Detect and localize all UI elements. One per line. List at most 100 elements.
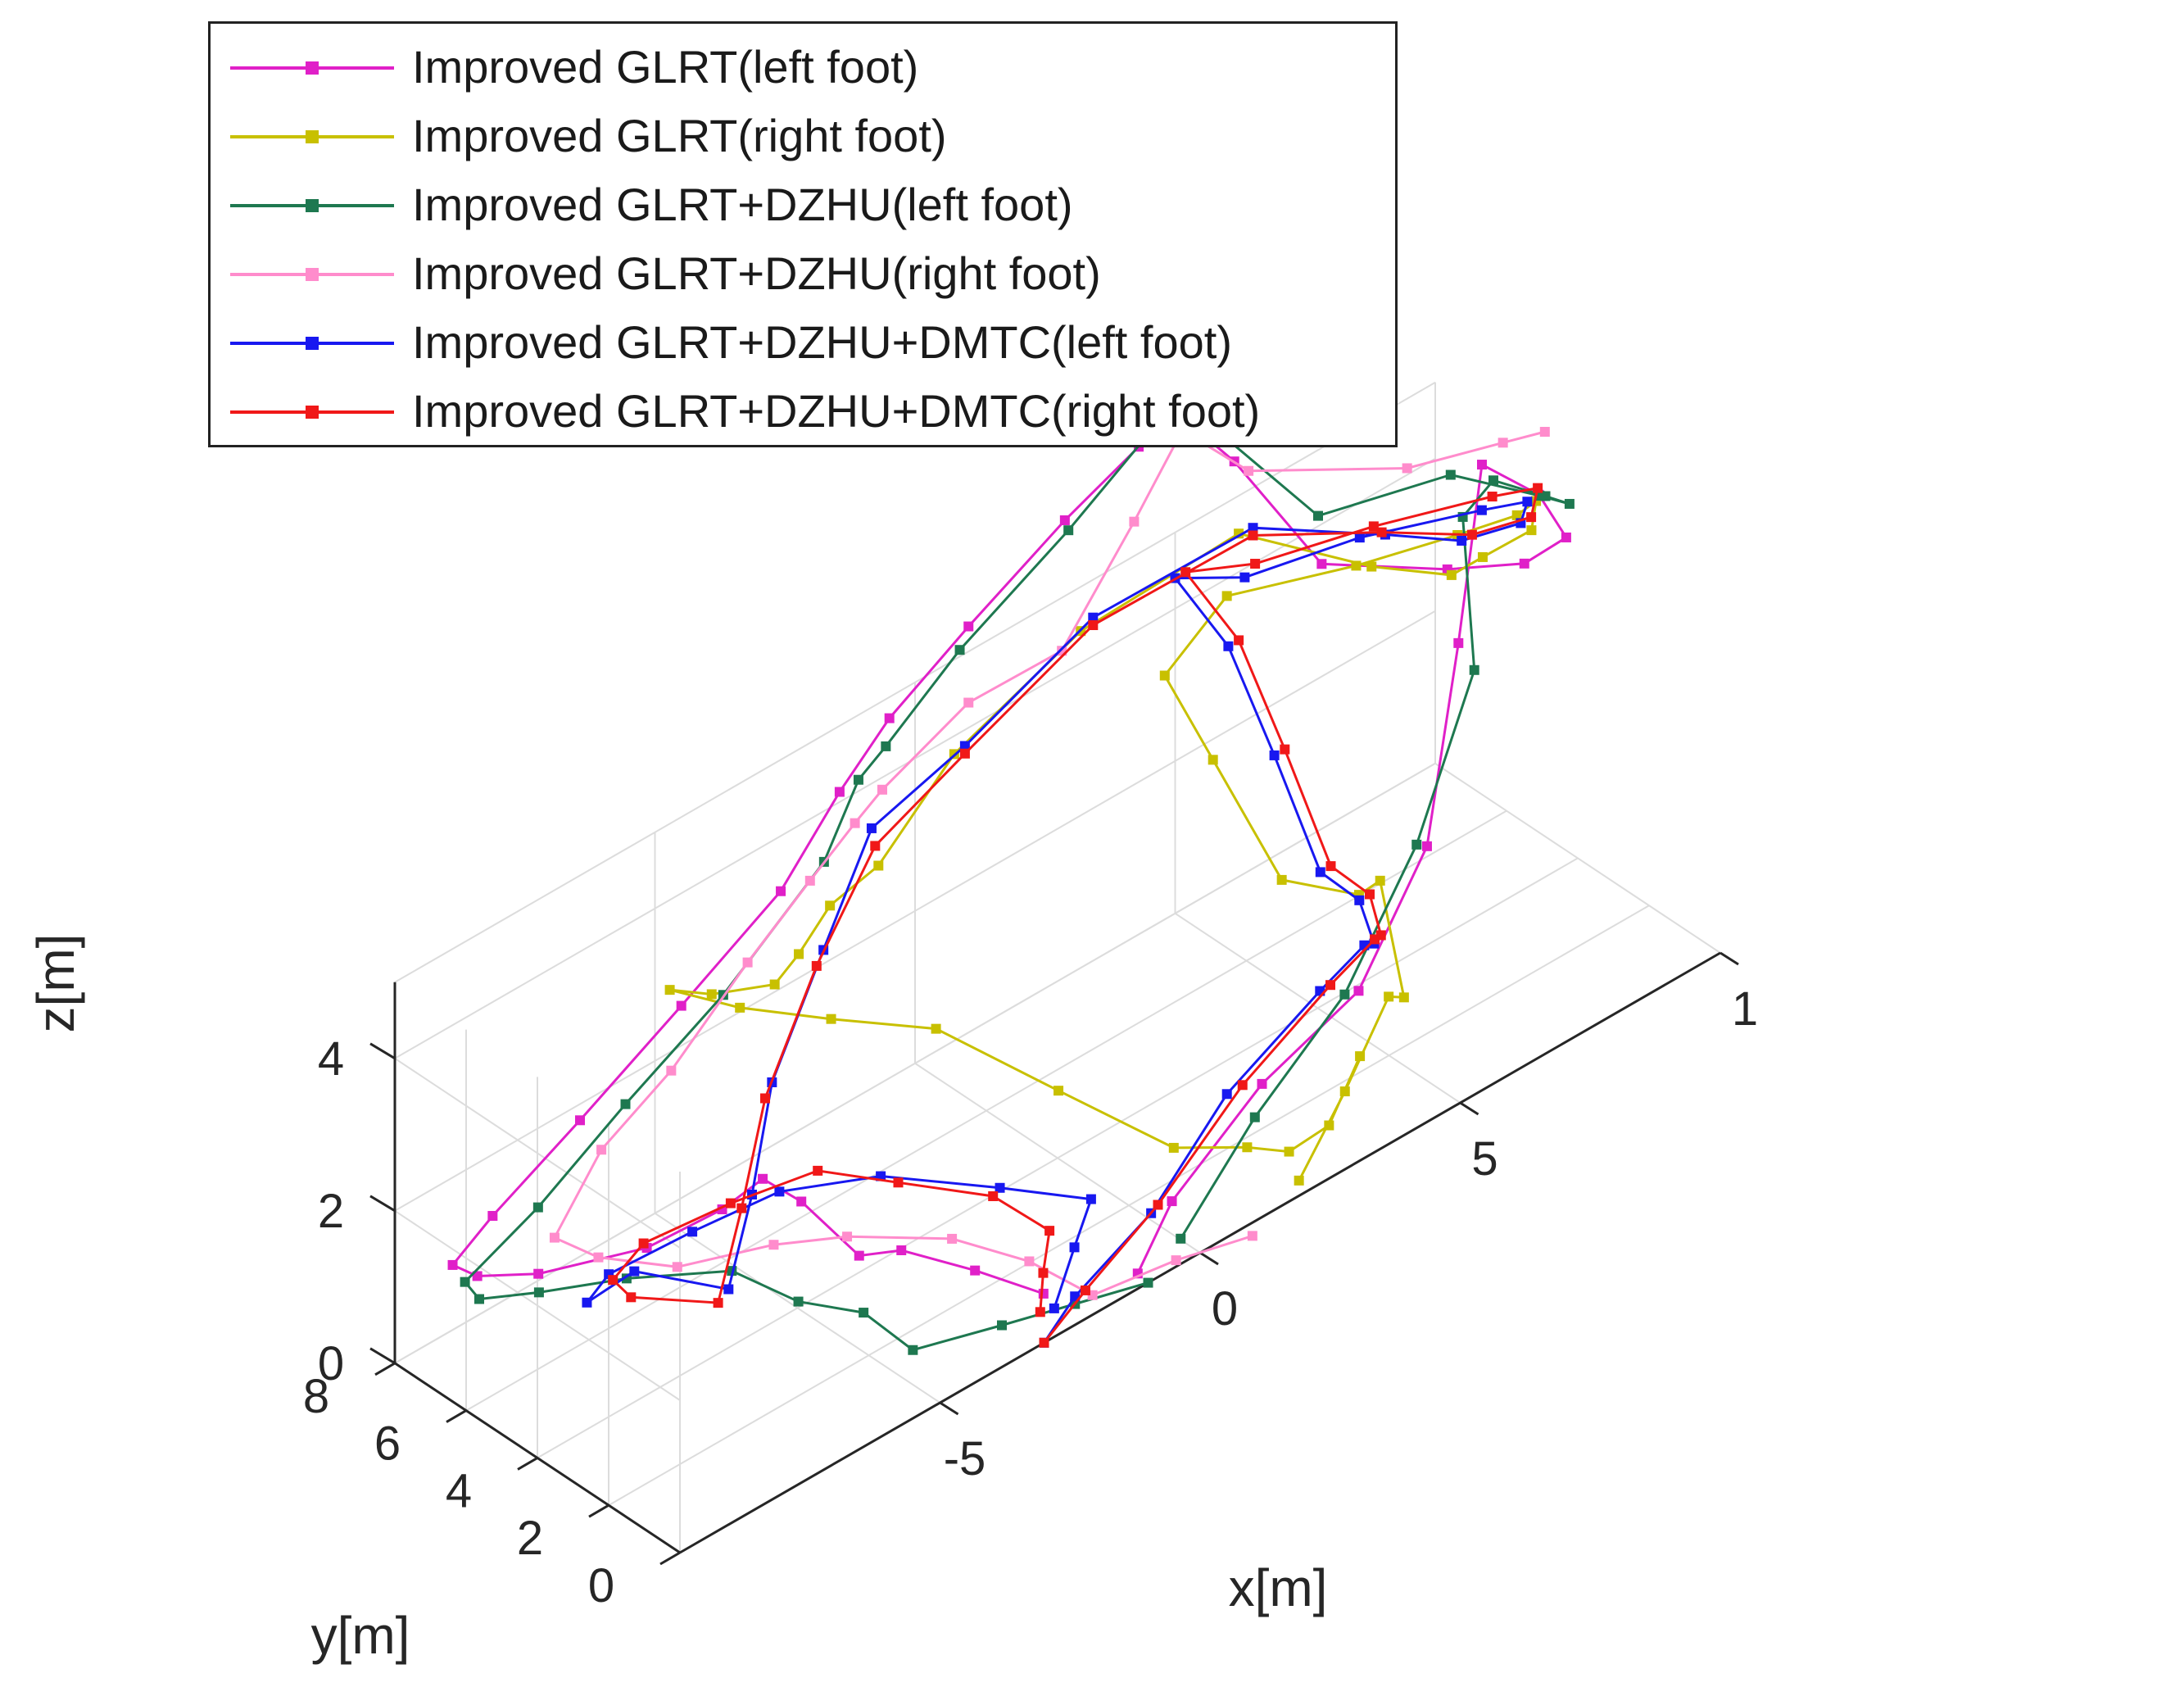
series-line	[611, 486, 1540, 1344]
data-point	[768, 1240, 779, 1250]
data-point	[834, 787, 845, 797]
data-point	[1221, 591, 1232, 601]
z-tick-label: 4	[318, 1032, 344, 1086]
x-axis-label: x[m]	[1229, 1558, 1328, 1617]
data-point	[1487, 492, 1498, 502]
data-point	[1355, 1051, 1366, 1062]
data-point	[582, 1297, 592, 1308]
data-point	[1469, 664, 1479, 675]
legend-swatch-dzhu-left	[230, 199, 394, 212]
data-point	[1088, 620, 1099, 631]
y-tick-mark	[446, 1409, 467, 1423]
z-axis-label: z[m]	[26, 934, 85, 1033]
data-point	[947, 1233, 958, 1244]
y-tick-mark	[588, 1503, 609, 1518]
data-point	[1059, 515, 1070, 525]
y-tick-label: 8	[303, 1370, 329, 1423]
data-point	[1038, 1288, 1049, 1299]
data-point	[1168, 1142, 1179, 1153]
data-point	[532, 1202, 543, 1213]
legend-swatch-glrt-right	[230, 130, 394, 143]
data-point	[474, 1294, 484, 1304]
y-tick-mark	[659, 1551, 681, 1566]
data-point	[776, 886, 786, 896]
data-point	[1351, 560, 1362, 571]
data-point	[1402, 463, 1412, 474]
data-point	[1445, 469, 1456, 480]
data-point	[1176, 1233, 1186, 1244]
data-point	[1143, 1277, 1153, 1288]
data-point	[1221, 1089, 1232, 1100]
data-point	[1354, 895, 1365, 905]
data-point	[533, 1268, 544, 1279]
data-point	[1248, 530, 1258, 541]
data-point	[447, 1259, 458, 1270]
data-point	[853, 774, 863, 785]
data-point	[1522, 497, 1533, 507]
data-point	[1477, 460, 1487, 470]
data-point	[1476, 505, 1487, 515]
data-point	[1249, 1112, 1260, 1122]
data-point	[1242, 1142, 1253, 1153]
data-point	[1511, 510, 1522, 520]
z-tick-mark	[369, 1195, 396, 1213]
y-tick-label: 6	[374, 1417, 401, 1471]
data-point	[1375, 930, 1386, 941]
data-point	[1313, 510, 1323, 521]
grid-line	[394, 610, 1436, 1212]
data-point	[793, 1296, 804, 1307]
data-point	[769, 979, 780, 990]
data-point	[1446, 569, 1457, 580]
data-point	[1069, 1242, 1080, 1253]
data-point	[1453, 637, 1464, 648]
legend-label: Improved GLRT+DZHU+DMTC(left foot)	[412, 316, 1232, 368]
z-tick-label: 2	[318, 1185, 344, 1238]
data-point	[723, 1284, 734, 1295]
data-point	[959, 741, 970, 751]
data-point	[596, 1145, 607, 1155]
grid-line	[394, 457, 1436, 1059]
data-point	[760, 1093, 770, 1104]
data-point	[736, 1203, 747, 1213]
data-point	[1248, 523, 1258, 533]
series-0	[447, 424, 1571, 1299]
data-point	[995, 1182, 1005, 1193]
data-point	[1038, 1268, 1049, 1278]
x-tick-label: 5	[1471, 1132, 1498, 1186]
grid-line	[608, 905, 1650, 1507]
data-point	[896, 1245, 907, 1255]
data-point	[870, 841, 881, 851]
data-point	[1153, 1199, 1163, 1210]
grid-lines	[394, 381, 1721, 1553]
data-point	[866, 823, 877, 833]
grid-line	[394, 381, 1436, 983]
grid-line	[465, 809, 1507, 1412]
legend-marker	[306, 130, 319, 143]
data-point	[859, 1308, 869, 1318]
grid-line	[537, 857, 1579, 1459]
legend-swatch-dzhu-right	[230, 268, 394, 281]
legend-marker	[306, 337, 319, 350]
data-point	[1088, 612, 1099, 623]
legend-label: Improved GLRT(left foot)	[412, 41, 919, 93]
data-point	[593, 1252, 604, 1263]
series-line	[463, 426, 1570, 1352]
data-point	[1315, 867, 1325, 878]
data-point	[1368, 521, 1379, 532]
data-point	[1398, 992, 1409, 1003]
data-point	[1375, 875, 1385, 886]
data-point	[1024, 1256, 1035, 1267]
data-point	[1519, 558, 1529, 569]
data-point	[811, 960, 822, 971]
data-point	[1250, 559, 1261, 569]
data-point	[1053, 1086, 1064, 1096]
data-point	[826, 1014, 836, 1024]
data-point	[1526, 525, 1537, 536]
data-point	[988, 1190, 999, 1201]
data-point	[1353, 986, 1364, 996]
data-point	[963, 697, 974, 708]
series-3	[549, 425, 1550, 1300]
data-point	[1316, 559, 1327, 569]
data-point	[873, 860, 884, 871]
data-point	[1208, 755, 1218, 765]
